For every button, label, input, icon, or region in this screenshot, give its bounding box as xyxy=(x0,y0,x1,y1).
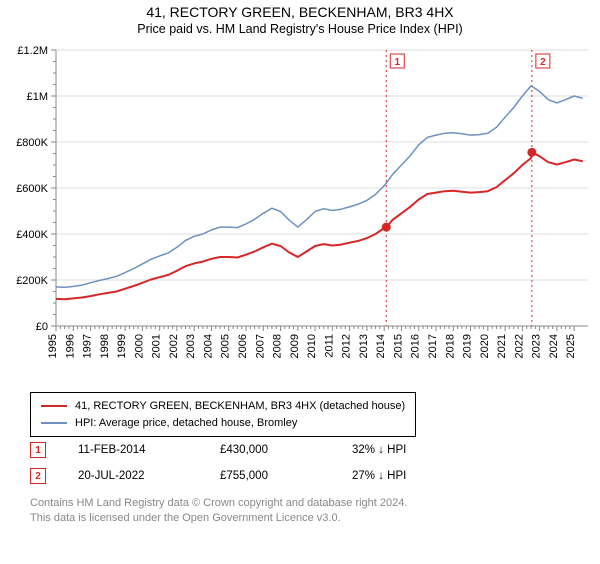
svg-text:£600K: £600K xyxy=(16,183,48,195)
sale-marker-icon: 2 xyxy=(30,468,46,484)
sale-delta: 27% ↓ HPI xyxy=(352,470,452,482)
page-subtitle: Price paid vs. HM Land Registry's House … xyxy=(0,22,600,36)
page-title: 41, RECTORY GREEN, BECKENHAM, BR3 4HX xyxy=(0,4,600,20)
legend-swatch xyxy=(41,405,67,407)
sale-records: 1 11-FEB-2014 £430,000 32% ↓ HPI 2 20-JUL-202… xyxy=(30,442,452,494)
svg-text:2010: 2010 xyxy=(306,334,318,358)
sale-delta: 32% ↓ HPI xyxy=(352,444,452,456)
sale-marker-icon: 1 xyxy=(30,442,46,458)
legend-row: HPI: Average price, detached house, Brom… xyxy=(41,415,405,432)
sale-row: 2 20-JUL-2022 £755,000 27% ↓ HPI xyxy=(30,468,452,484)
svg-text:£400K: £400K xyxy=(16,229,48,241)
svg-text:2008: 2008 xyxy=(272,334,284,358)
svg-text:1999: 1999 xyxy=(116,334,128,358)
footer-line-1: Contains HM Land Registry data © Crown c… xyxy=(30,496,407,511)
svg-text:1995: 1995 xyxy=(47,334,59,358)
svg-text:£1M: £1M xyxy=(27,91,48,103)
svg-text:2025: 2025 xyxy=(565,334,577,358)
sale-date: 20-JUL-2022 xyxy=(78,470,188,482)
svg-text:2021: 2021 xyxy=(496,334,508,358)
svg-text:2022: 2022 xyxy=(513,334,525,358)
svg-text:2013: 2013 xyxy=(358,334,370,358)
svg-text:2007: 2007 xyxy=(254,334,266,358)
svg-text:£200K: £200K xyxy=(16,275,48,287)
svg-text:2023: 2023 xyxy=(531,334,543,358)
svg-text:2015: 2015 xyxy=(392,334,404,358)
legend-label: 41, RECTORY GREEN, BECKENHAM, BR3 4HX (d… xyxy=(75,398,405,415)
svg-text:2000: 2000 xyxy=(133,334,145,358)
sale-row: 1 11-FEB-2014 £430,000 32% ↓ HPI xyxy=(30,442,452,458)
svg-text:2004: 2004 xyxy=(202,334,214,358)
legend-label: HPI: Average price, detached house, Brom… xyxy=(75,415,297,432)
svg-text:2005: 2005 xyxy=(220,334,232,358)
svg-text:1998: 1998 xyxy=(99,334,111,358)
svg-text:2002: 2002 xyxy=(168,334,180,358)
svg-text:2009: 2009 xyxy=(289,334,301,358)
footer-line-2: This data is licensed under the Open Gov… xyxy=(30,511,407,526)
svg-text:1997: 1997 xyxy=(82,334,94,358)
svg-text:£0: £0 xyxy=(36,321,48,333)
svg-text:2011: 2011 xyxy=(323,334,335,358)
svg-text:2017: 2017 xyxy=(427,334,439,358)
footer-attribution: Contains HM Land Registry data © Crown c… xyxy=(30,496,407,526)
legend: 41, RECTORY GREEN, BECKENHAM, BR3 4HX (d… xyxy=(30,392,416,437)
svg-text:2006: 2006 xyxy=(237,334,249,358)
svg-text:£800K: £800K xyxy=(16,137,48,149)
svg-text:2014: 2014 xyxy=(375,334,387,358)
price-chart: £0 £200K £400K £600K £800K £1M £1.2M 1995 1996 19… xyxy=(0,42,600,382)
svg-text:2024: 2024 xyxy=(548,334,560,358)
svg-text:2: 2 xyxy=(540,57,546,68)
svg-text:2001: 2001 xyxy=(151,334,163,358)
svg-text:1: 1 xyxy=(394,57,400,68)
svg-text:2003: 2003 xyxy=(185,334,197,358)
svg-text:2012: 2012 xyxy=(341,334,353,358)
legend-row: 41, RECTORY GREEN, BECKENHAM, BR3 4HX (d… xyxy=(41,398,405,415)
svg-text:1996: 1996 xyxy=(64,334,76,358)
svg-text:2019: 2019 xyxy=(462,334,474,358)
svg-text:2018: 2018 xyxy=(444,334,456,358)
sale-price: £430,000 xyxy=(220,444,320,456)
legend-swatch xyxy=(41,422,67,424)
svg-text:£1.2M: £1.2M xyxy=(17,45,48,57)
sale-price: £755,000 xyxy=(220,470,320,482)
sale-date: 11-FEB-2014 xyxy=(78,444,188,456)
svg-text:2016: 2016 xyxy=(410,334,422,358)
svg-text:2020: 2020 xyxy=(479,334,491,358)
